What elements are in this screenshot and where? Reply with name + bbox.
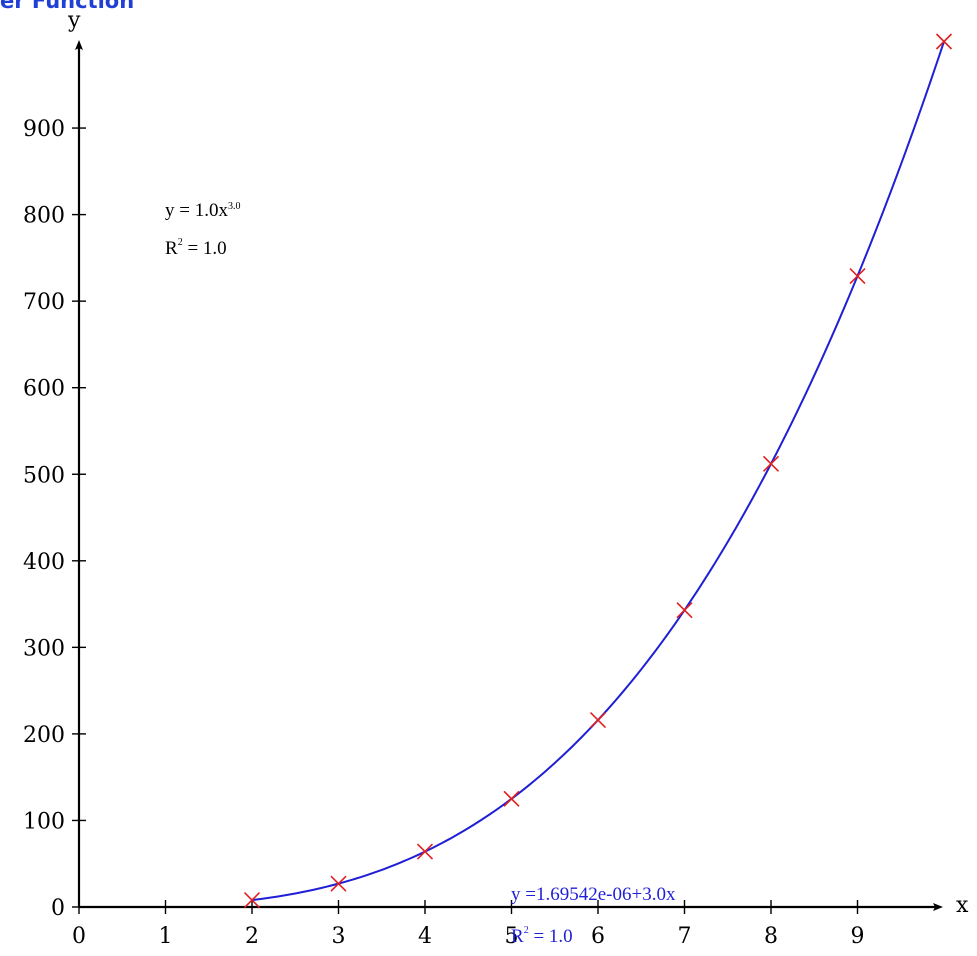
y-tick-label: 200: [23, 723, 65, 748]
y-tick-label: 500: [23, 463, 65, 488]
y-axis-arrow: [75, 40, 83, 50]
y-tick-label: 900: [23, 117, 65, 142]
data-point: [416, 843, 434, 860]
x-tick-label: 2: [245, 924, 259, 949]
data-point: [503, 790, 520, 807]
x-tick-label: 6: [591, 924, 605, 949]
y-axis-label: y: [67, 8, 81, 33]
data-point: [935, 33, 953, 50]
data-point: [589, 711, 607, 729]
x-tick-label: 5: [505, 924, 519, 949]
y-tick-label: 100: [23, 809, 65, 834]
y-tick-label: 0: [51, 896, 65, 921]
x-axis-label: x: [956, 893, 969, 918]
data-point: [330, 875, 347, 892]
data-point: [849, 267, 866, 285]
x-axis-arrow: [933, 903, 943, 911]
y-tick-label: 400: [23, 550, 65, 575]
linear-fit-equation: y =1.69542e-06+3.0x: [511, 884, 676, 905]
chart-title: er Function: [0, 0, 134, 13]
x-tick-label: 9: [851, 924, 865, 949]
x-tick-label: 1: [159, 924, 173, 949]
y-tick-label: 300: [23, 636, 65, 661]
x-tick-label: 0: [72, 924, 86, 949]
x-tick-label: 8: [764, 924, 778, 949]
x-tick-label: 3: [332, 924, 346, 949]
y-tick-label: 600: [23, 377, 65, 402]
y-tick-label: 800: [23, 204, 65, 229]
data-points: [243, 33, 953, 909]
x-tick-label: 7: [678, 924, 692, 949]
data-point: [762, 455, 780, 472]
data-point: [243, 892, 261, 909]
data-point: [676, 602, 693, 619]
power-fit-r2: R2 = 1.0: [165, 237, 227, 259]
power-fit-equation: y = 1.0x3.0: [165, 200, 240, 221]
linear-fit-r2: R2 = 1.0: [511, 925, 573, 947]
y-tick-label: 700: [23, 290, 65, 315]
tick-labels: 0 1 2 3 4 5 6 7 8 9 0 100 200 300 400 500 600 700 800 900: [23, 117, 865, 949]
x-tick-label: 4: [418, 924, 432, 949]
fit-curve: [251, 41, 945, 902]
